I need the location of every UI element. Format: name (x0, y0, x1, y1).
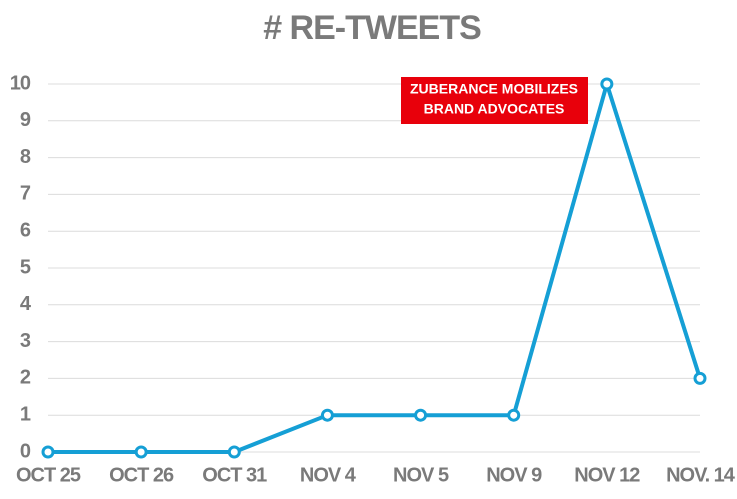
data-point (507, 408, 521, 422)
y-tick-label: 0 (20, 440, 31, 462)
y-tick-label: 9 (20, 109, 31, 131)
data-point (227, 445, 241, 459)
data-point (134, 445, 148, 459)
y-tick-label: 3 (20, 330, 31, 352)
x-tick-label: NOV 12 (574, 464, 640, 486)
data-point (600, 77, 614, 91)
data-point (320, 408, 334, 422)
y-tick-label: 10 (10, 72, 31, 94)
data-point (693, 371, 707, 385)
y-tick-label: 7 (20, 183, 31, 205)
annotation-text: ZUBERANCE MOBILIZES (410, 81, 578, 97)
y-tick-label: 2 (20, 367, 31, 389)
annotation-text: BRAND ADVOCATES (424, 101, 565, 117)
data-line (48, 82, 702, 454)
x-tick-label: NOV. 14 (666, 464, 736, 486)
y-tick-label: 4 (20, 293, 32, 315)
y-tick-label: 1 (20, 403, 31, 425)
y-tick-label: 5 (20, 256, 31, 278)
x-tick-label: NOV 5 (393, 464, 449, 486)
x-tick-label: NOV 4 (300, 464, 357, 486)
y-tick-label: 8 (20, 146, 31, 168)
annotation-box (401, 77, 588, 124)
data-point (414, 408, 428, 422)
x-tick-label: NOV 9 (486, 464, 542, 486)
data-point (41, 445, 55, 459)
y-tick-label: 6 (20, 219, 31, 241)
chart-title: # RE-TWEETS (263, 9, 481, 47)
x-tick-label: OCT 25 (16, 464, 81, 486)
x-tick-label: OCT 31 (202, 464, 267, 486)
x-tick-label: OCT 26 (109, 464, 174, 486)
